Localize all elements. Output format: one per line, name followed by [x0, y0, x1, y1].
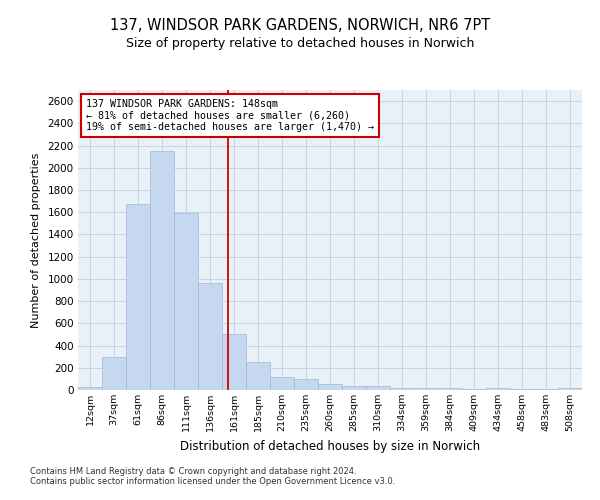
Text: Contains HM Land Registry data © Crown copyright and database right 2024.: Contains HM Land Registry data © Crown c…: [30, 467, 356, 476]
Bar: [102, 356, 126, 390]
Text: Size of property relative to detached houses in Norwich: Size of property relative to detached ho…: [126, 38, 474, 51]
Bar: [414, 388, 438, 390]
Bar: [150, 151, 174, 390]
Y-axis label: Number of detached properties: Number of detached properties: [31, 152, 41, 328]
Bar: [366, 386, 390, 390]
Bar: [390, 388, 414, 390]
Bar: [342, 386, 366, 390]
Bar: [174, 213, 198, 390]
Bar: [222, 334, 246, 390]
Bar: [486, 388, 510, 390]
Bar: [318, 384, 342, 390]
Bar: [270, 376, 294, 390]
X-axis label: Distribution of detached houses by size in Norwich: Distribution of detached houses by size …: [180, 440, 480, 452]
Bar: [438, 388, 462, 390]
Bar: [78, 387, 102, 390]
Bar: [558, 388, 582, 390]
Bar: [198, 284, 222, 390]
Bar: [294, 379, 318, 390]
Text: Contains public sector information licensed under the Open Government Licence v3: Contains public sector information licen…: [30, 477, 395, 486]
Text: 137, WINDSOR PARK GARDENS, NORWICH, NR6 7PT: 137, WINDSOR PARK GARDENS, NORWICH, NR6 …: [110, 18, 490, 32]
Bar: [126, 204, 150, 390]
Bar: [246, 362, 270, 390]
Text: 137 WINDSOR PARK GARDENS: 148sqm
← 81% of detached houses are smaller (6,260)
19: 137 WINDSOR PARK GARDENS: 148sqm ← 81% o…: [86, 99, 374, 132]
